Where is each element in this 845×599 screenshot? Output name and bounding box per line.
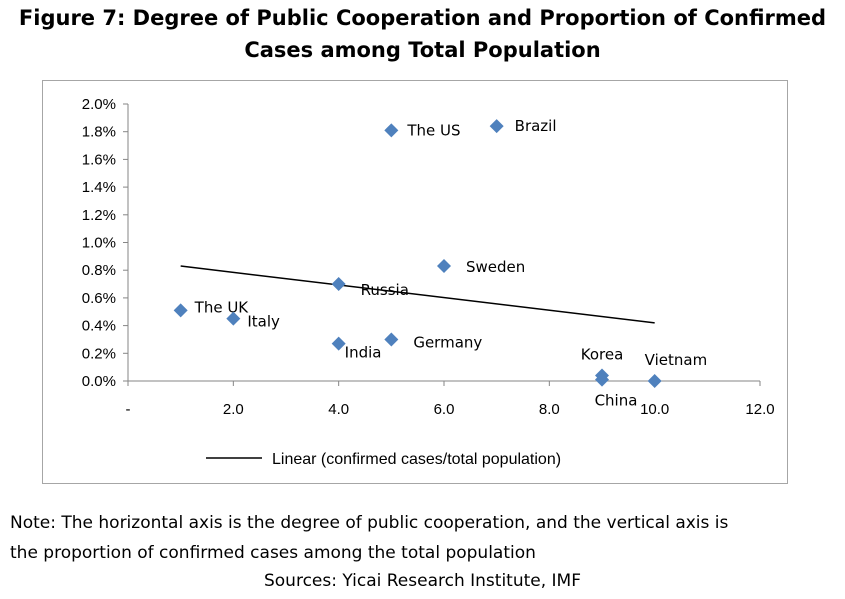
y-tick-label: 0.0% — [82, 373, 116, 390]
x-axis-ticks: - 2.0 4.0 6.0 8.0 10.0 12.0 — [126, 381, 775, 418]
x-tick-label: 8.0 — [539, 401, 560, 418]
x-tick-label: - — [126, 401, 131, 418]
y-tick-label: 0.6% — [82, 290, 116, 307]
legend-label: Linear (confirmed cases/total population… — [272, 451, 561, 468]
y-tick-label: 1.4% — [82, 179, 116, 196]
data-point-label: Russia — [361, 281, 409, 299]
legend: Linear (confirmed cases/total population… — [206, 451, 561, 468]
data-point-marker — [647, 374, 662, 388]
x-tick-label: 12.0 — [745, 401, 774, 418]
data-point-marker — [437, 259, 451, 274]
y-tick-label: 0.4% — [82, 318, 116, 335]
y-tick-label: 1.2% — [82, 207, 116, 224]
data-point-label: Korea — [581, 345, 624, 363]
title-line-1: Figure 7: Degree of Public Cooperation a… — [18, 6, 827, 30]
sources: Sources: Yicai Research Institute, IMF — [263, 571, 581, 591]
y-tick-label: 2.0% — [82, 96, 116, 113]
y-tick-label: 1.0% — [82, 235, 116, 252]
data-point-marker — [331, 277, 346, 292]
data-point-marker — [331, 336, 346, 351]
data-point-label: China — [595, 392, 638, 410]
data-point-marker — [384, 123, 399, 138]
data-point-label: Sweden — [466, 258, 525, 276]
data-point-label: India — [345, 344, 382, 362]
chart-title: Figure 7: Degree of Public Cooperation a… — [0, 2, 845, 66]
y-tick-label: 0.2% — [82, 345, 116, 362]
note-line-2: the proportion of confirmed cases among … — [10, 543, 536, 563]
data-point-label: Vietnam — [645, 351, 708, 369]
y-tick-label: 1.8% — [82, 124, 116, 141]
trendline — [180, 265, 655, 324]
x-tick-label: 2.0 — [223, 401, 244, 418]
data-point-marker — [173, 303, 188, 318]
data-point-label: Brazil — [515, 117, 557, 135]
data-point-marker — [384, 332, 399, 347]
note: Note: The horizontal axis is the degree … — [10, 508, 840, 568]
data-point-label: Germany — [413, 333, 482, 351]
note-line-1: Note: The horizontal axis is the degree … — [10, 513, 729, 533]
data-point-label: The US — [406, 121, 460, 139]
data-point-marker — [595, 372, 609, 387]
data-point-label: Italy — [247, 313, 280, 331]
data-point-marker — [489, 119, 504, 134]
y-tick-label: 1.6% — [82, 151, 116, 168]
trendline-group — [180, 265, 655, 324]
x-tick-label: 6.0 — [434, 401, 455, 418]
y-tick-label: 0.8% — [82, 262, 116, 279]
data-point-marker — [226, 311, 241, 326]
chart-frame — [42, 80, 788, 484]
y-axis-ticks: 0.0% 0.2% 0.4% 0.6% 0.8% 1.0% 1.2% 1.4% 1.6% 1.8%… — [82, 96, 128, 390]
data-point-label: The UK — [194, 298, 250, 316]
x-tick-label: 10.0 — [640, 401, 669, 418]
title-line-2: Cases among Total Population — [244, 38, 601, 62]
x-tick-label: 4.0 — [328, 401, 349, 418]
